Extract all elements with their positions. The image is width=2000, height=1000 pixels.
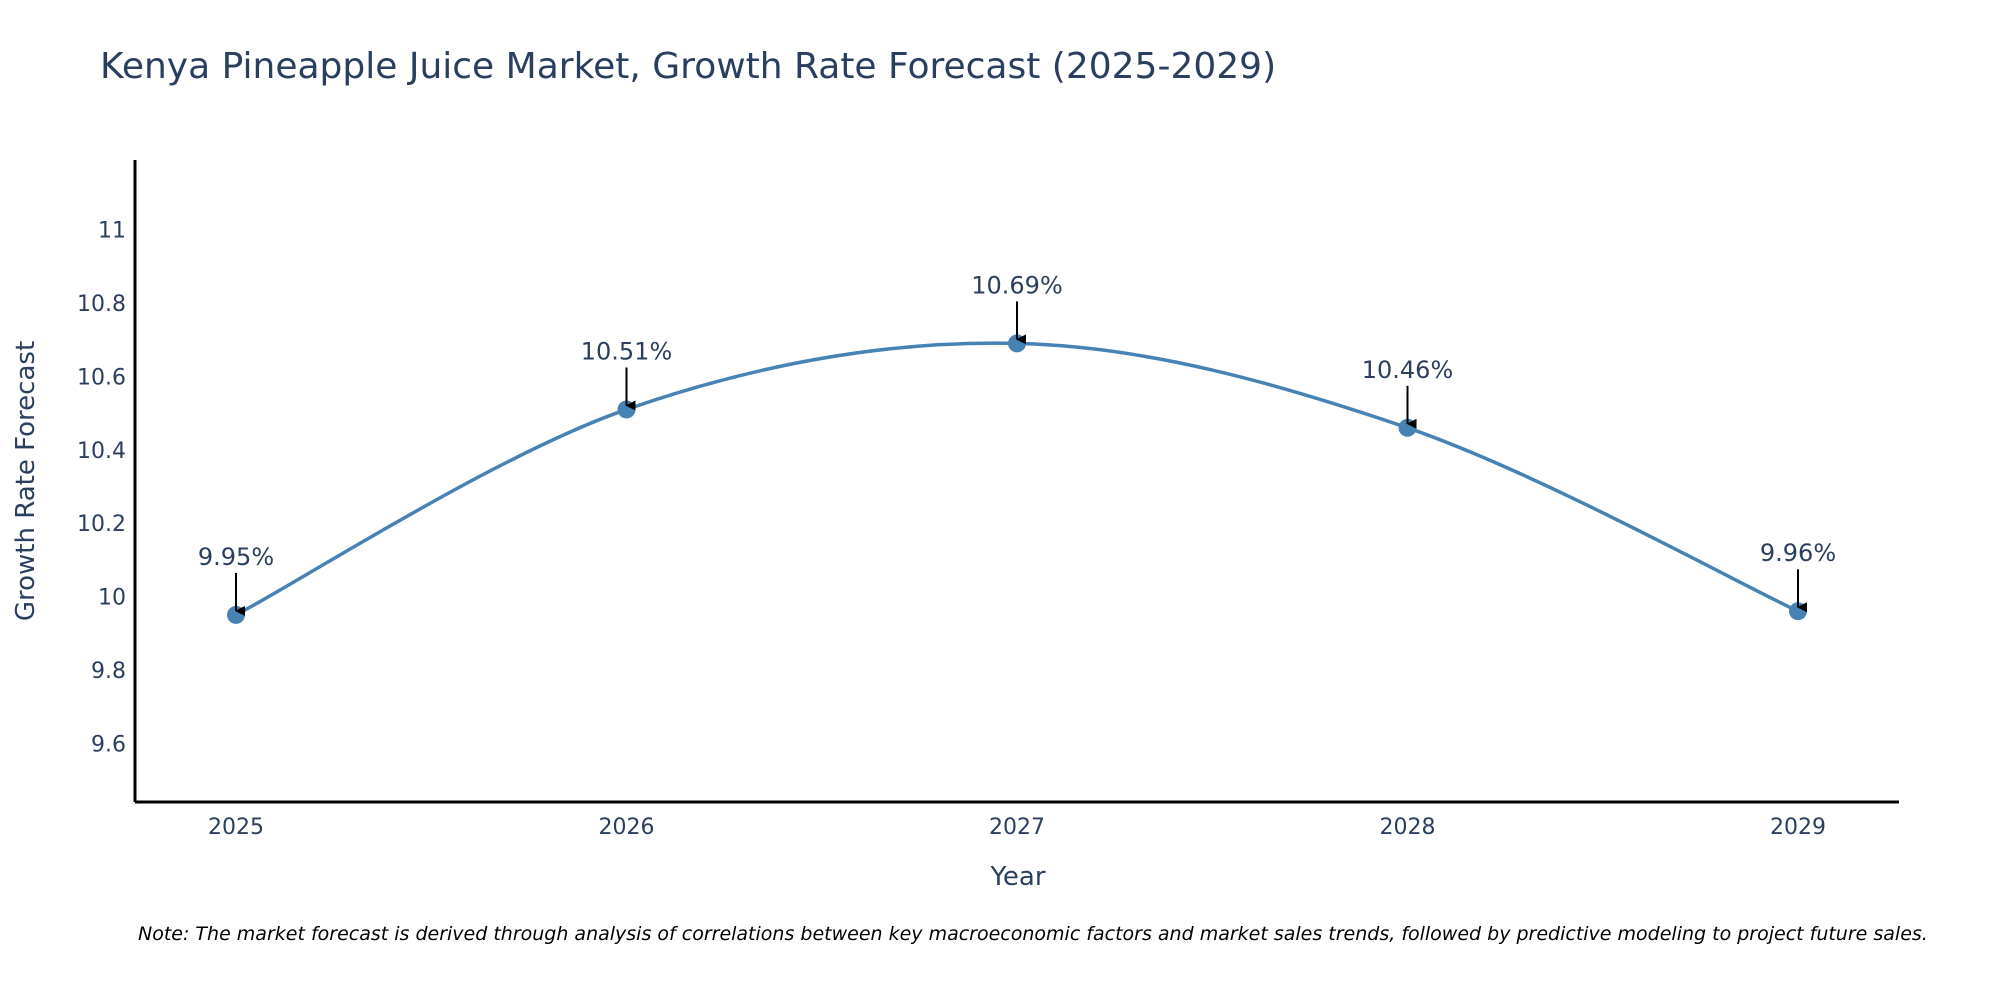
footnote: Note: The market forecast is derived thr… bbox=[138, 923, 1928, 945]
chart-title: Kenya Pineapple Juice Market, Growth Rat… bbox=[100, 46, 1276, 87]
y-tick-label: 10.4 bbox=[77, 439, 126, 464]
x-tick-label: 2026 bbox=[599, 815, 655, 840]
y-tick-label: 10.6 bbox=[77, 365, 126, 390]
data-label: 10.51% bbox=[581, 337, 673, 365]
x-tick-label: 2028 bbox=[1380, 815, 1436, 840]
data-label: 9.95% bbox=[198, 543, 274, 571]
x-tick-label: 2029 bbox=[1770, 815, 1826, 840]
data-label: 9.96% bbox=[1760, 539, 1836, 567]
x-tick-label: 2025 bbox=[208, 815, 264, 840]
x-axis-title: Year bbox=[989, 862, 1045, 892]
data-markers bbox=[227, 334, 1807, 624]
series-line bbox=[235, 341, 1799, 617]
data-annotations: 9.95% 10.51% 10.69% 10.46% 9.96% bbox=[198, 271, 1836, 616]
data-label: 10.46% bbox=[1362, 356, 1454, 384]
y-tick-label: 10.8 bbox=[77, 292, 126, 317]
y-axis-title: Growth Rate Forecast bbox=[11, 341, 41, 621]
y-tick-label: 11 bbox=[98, 219, 126, 244]
y-axis-ticks: 9.6 9.8 10 10.2 10.4 10.6 10.8 11 bbox=[77, 219, 126, 758]
x-axis-ticks: 2025 2026 2027 2028 2029 bbox=[208, 815, 1826, 840]
y-tick-label: 9.8 bbox=[91, 659, 126, 684]
x-tick-label: 2027 bbox=[989, 815, 1045, 840]
y-tick-label: 10 bbox=[98, 586, 126, 611]
y-tick-label: 9.6 bbox=[91, 732, 126, 757]
data-label: 10.69% bbox=[971, 271, 1063, 299]
y-tick-label: 10.2 bbox=[77, 512, 126, 537]
